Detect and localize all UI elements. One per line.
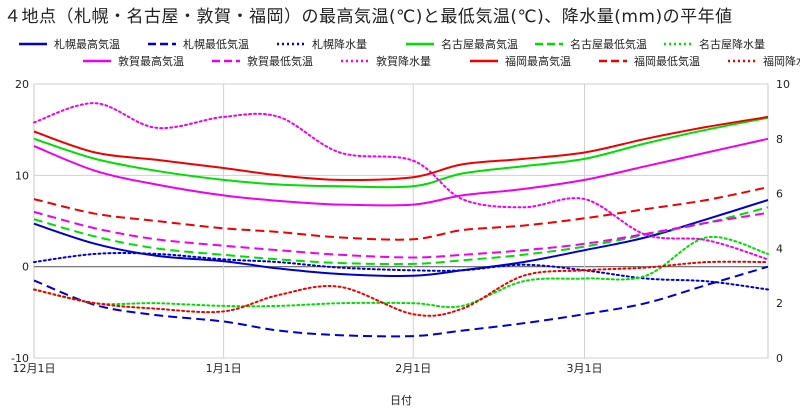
legend-item: 名古屋最高気温 [405, 36, 518, 52]
legend-swatch [470, 59, 498, 63]
legend-swatch [83, 59, 111, 63]
legend-swatch [19, 42, 47, 46]
y-tick-label-left: 10 [15, 169, 29, 182]
y-tick-label-right: 6 [776, 188, 783, 201]
x-tick-label: 2月1日 [395, 362, 431, 375]
legend-label: 札幌最低気温 [183, 38, 249, 51]
legend-swatch [535, 42, 563, 46]
series-line-3 [33, 116, 769, 189]
x-tick-label: 12月1日 [13, 362, 56, 375]
legend-item: 福岡最高気温 [469, 53, 571, 69]
series-line-2 [33, 252, 769, 291]
legend-swatch [212, 59, 240, 63]
legend-label: 敦賀降水量 [376, 55, 431, 68]
legend-label: 福岡最低気温 [634, 55, 700, 68]
x-tick-label: 1月1日 [206, 362, 242, 375]
series-line-1 [33, 265, 769, 338]
series-line-8 [33, 102, 769, 261]
legend-item: 敦賀最高気温 [82, 53, 184, 69]
series-line-4 [33, 206, 769, 266]
legend-item: 札幌降水量 [276, 36, 367, 52]
series-line-5 [33, 235, 769, 309]
legend-label: 名古屋最低気温 [570, 38, 647, 51]
legend-item: 名古屋降水量 [663, 36, 765, 52]
legend-label: 敦賀最低気温 [247, 55, 313, 68]
legend-item: 福岡降水量 [727, 53, 800, 69]
legend-item: 名古屋最低気温 [534, 36, 647, 52]
y-tick-label-right: 10 [776, 78, 790, 91]
series-line-10 [33, 186, 769, 241]
series-line-7 [33, 210, 769, 259]
legend-item: 敦賀降水量 [340, 53, 431, 69]
plot-frame [33, 83, 769, 359]
legend-item: 福岡最低気温 [598, 53, 700, 69]
legend-label: 福岡最高気温 [505, 55, 571, 68]
y-tick-label-right: 4 [776, 242, 783, 255]
x-axis-label: 日付 [390, 394, 412, 407]
x-tick-label: 3月1日 [567, 362, 603, 375]
legend-label: 名古屋最高気温 [441, 38, 518, 51]
legend-label: 札幌最高気温 [54, 38, 120, 51]
legend-item: 敦賀最低気温 [211, 53, 313, 69]
legend-label: 名古屋降水量 [699, 38, 765, 51]
series-line-0 [33, 199, 769, 277]
y-tick-label-right: 8 [776, 133, 783, 146]
legend-label: 札幌降水量 [312, 38, 367, 51]
y-tick-label-left: 0 [22, 261, 29, 274]
y-tick-label-right: 2 [776, 297, 783, 310]
legend-swatch [148, 42, 176, 46]
legend-item: 札幌最低気温 [147, 36, 249, 52]
chart-title: ４地点（札幌・名古屋・敦賀・福岡）の最高気温(℃)と最低気温(℃)、降水量(mm… [4, 7, 733, 27]
y-tick-label-right: 0 [776, 352, 783, 365]
series-line-6 [33, 137, 769, 207]
series-line-11 [33, 260, 769, 317]
legend-label: 敦賀最高気温 [118, 55, 184, 68]
legend-swatch [406, 42, 434, 46]
legend-swatch [599, 59, 627, 63]
legend-item: 札幌最高気温 [18, 36, 120, 52]
y-tick-label-left: 20 [15, 78, 29, 91]
series-line-9 [33, 115, 769, 181]
legend-label: 福岡降水量 [763, 55, 800, 68]
y-tick-label-left: -10 [11, 352, 29, 365]
